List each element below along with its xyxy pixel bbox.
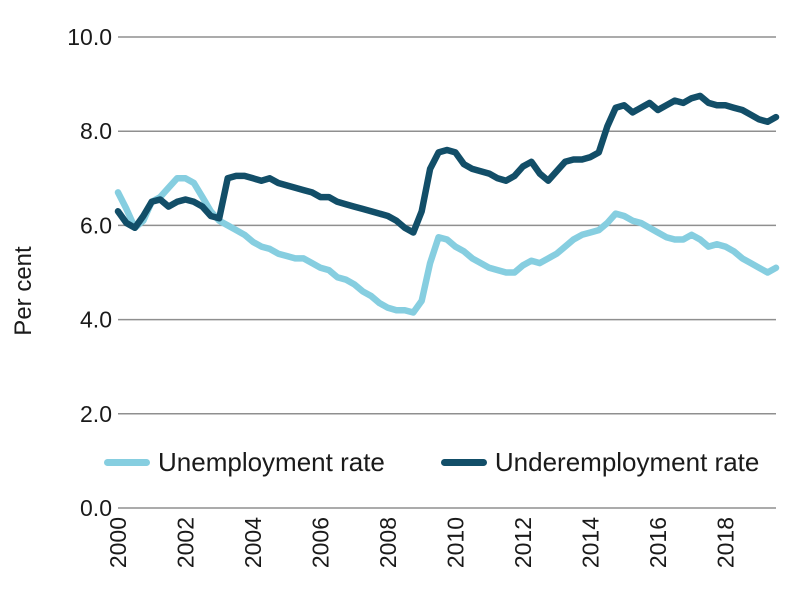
- y-tick-label: 2.0: [80, 401, 112, 427]
- unemployment-rate-line: [114, 175, 780, 316]
- y-tick-label: 10.0: [67, 24, 112, 50]
- x-tick-label: 2008: [375, 517, 401, 568]
- x-tick-label: 2002: [173, 517, 199, 568]
- unemployment-line-swatch-icon: [104, 458, 150, 466]
- x-axis-tick-labels: 2000 2002 2004 2006 2008 2010 2012 2014 2016 2018: [105, 517, 738, 568]
- y-tick-label: 6.0: [80, 212, 112, 238]
- x-tick-label: 2016: [645, 517, 671, 568]
- x-tick-label: 2018: [712, 517, 738, 568]
- legend-item-underemployment: Underemployment rate: [440, 446, 760, 478]
- y-tick-label: 8.0: [80, 118, 112, 144]
- underemployment-rate-line: [114, 92, 780, 236]
- x-tick-label: 2004: [240, 517, 266, 568]
- gridlines: [118, 36, 776, 509]
- y-axis-tick-labels: 0.0 2.0 4.0 6.0 8.0 10.0: [67, 24, 112, 521]
- x-tick-label: 2014: [577, 517, 603, 568]
- y-tick-label: 4.0: [80, 307, 112, 333]
- underemployment-line-swatch-icon: [440, 458, 487, 466]
- y-axis-title: Per cent: [10, 246, 37, 336]
- x-tick-label: 2012: [510, 517, 536, 568]
- chart-legend: Unemployment rate Underemployment rate: [104, 446, 794, 478]
- legend-label-unemployment: Unemployment rate: [158, 446, 385, 477]
- series-lines: [114, 92, 780, 316]
- y-tick-label: 0.0: [80, 495, 112, 521]
- x-tick-label: 2000: [105, 517, 131, 568]
- legend-item-unemployment: Unemployment rate: [104, 447, 385, 478]
- legend-label-underemployment: Underemployment rate: [494, 446, 760, 477]
- x-tick-label: 2010: [442, 517, 468, 568]
- x-tick-label: 2006: [308, 517, 334, 568]
